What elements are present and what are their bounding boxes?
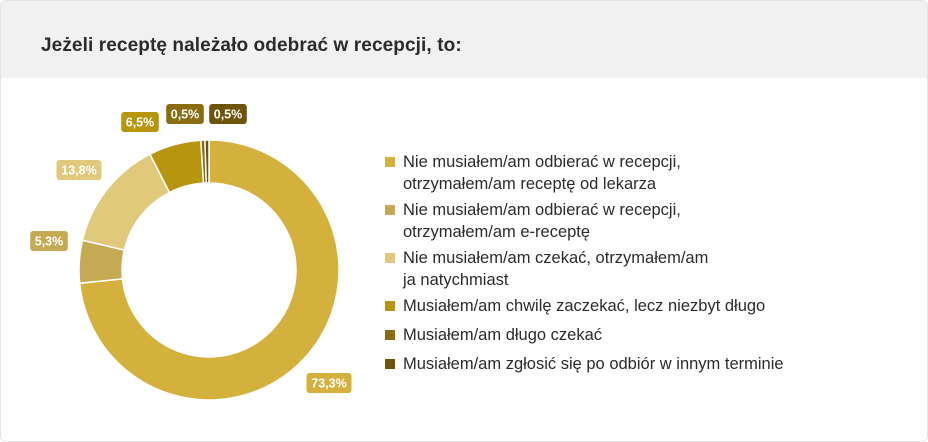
value-label-background — [121, 112, 159, 132]
chart-title: Jeżeli receptę należało odebrać w recepc… — [41, 35, 462, 56]
legend-item: Nie musiałem/am odbierać w recepcji, otrz… — [385, 151, 925, 195]
legend-item: Nie musiałem/am czekać, otrzymałem/am ja … — [385, 247, 925, 291]
legend-swatch — [385, 157, 395, 167]
value-label-background — [306, 373, 352, 393]
legend-swatch — [385, 253, 395, 263]
legend-swatch — [385, 330, 395, 340]
value-label-text: 73,3% — [311, 377, 346, 391]
legend-item: Musiałem/am zgłosić się po odbiór w inny… — [385, 353, 925, 375]
value-label-background — [209, 104, 247, 124]
value-label-text: 5,3% — [35, 235, 64, 249]
value-label-text: 0,5% — [171, 108, 200, 122]
donut-slice — [78, 139, 340, 401]
slice-value-label: 0,5% — [166, 104, 204, 124]
slice-value-label: 73,3% — [306, 373, 352, 393]
legend-item: Musiałem/am chwilę zaczekać, lecz niezby… — [385, 295, 925, 317]
donut-slice — [204, 139, 210, 184]
legend-item: Musiałem/am długo czekać — [385, 324, 925, 346]
chart-legend: Nie musiałem/am odbierać w recepcji, otrz… — [385, 151, 925, 382]
legend-label: Musiałem/am długo czekać — [403, 326, 602, 344]
legend-label: Nie musiałem/am odbierać w recepcji, — [403, 153, 681, 171]
value-label-text: 0,5% — [214, 108, 243, 122]
value-label-background — [166, 104, 204, 124]
legend-item: Nie musiałem/am odbierać w recepcji, otrz… — [385, 199, 925, 243]
value-label-background — [56, 160, 102, 180]
legend-swatch — [385, 301, 395, 311]
slice-value-label: 13,8% — [56, 160, 102, 180]
legend-label: otrzymałem/am e-receptę — [403, 223, 591, 241]
slice-value-label: 5,3% — [30, 231, 68, 251]
donut-chart: 73,3% 5,3% 13,8% 6,5% 0,5% 0,5% — [30, 104, 352, 401]
legend-swatch — [385, 205, 395, 215]
legend-swatch — [385, 359, 395, 369]
slice-value-label: 6,5% — [121, 112, 159, 132]
legend-label: Nie musiałem/am odbierać w recepcji, — [403, 201, 681, 219]
legend-label: ja natychmiast — [403, 271, 509, 289]
value-label-text: 6,5% — [126, 116, 155, 130]
legend-label: Musiałem/am zgłosić się po odbiór w inny… — [403, 355, 784, 373]
value-label-text: 13,8% — [61, 164, 96, 178]
legend-label: Musiałem/am chwilę zaczekać, lecz niezby… — [403, 297, 766, 315]
value-label-background — [30, 231, 68, 251]
legend-label: otrzymałem/am receptę od lekarza — [403, 175, 657, 193]
legend-label: Nie musiałem/am czekać, otrzymałem/am — [403, 249, 709, 267]
chart-header: Jeżeli receptę należało odebrać w recepc… — [1, 1, 927, 78]
slice-value-label: 0,5% — [209, 104, 247, 124]
